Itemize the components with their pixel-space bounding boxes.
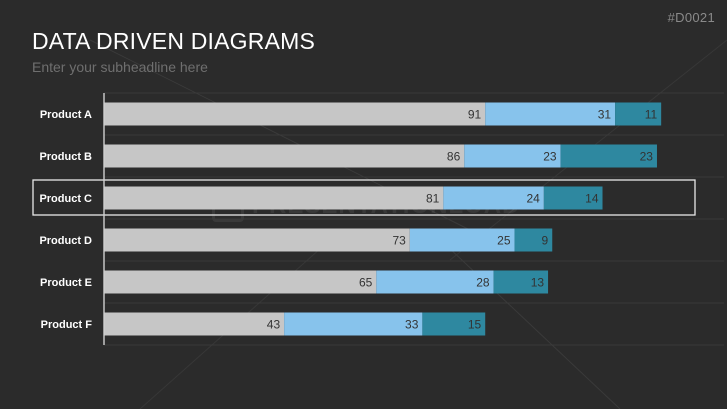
bar-segment bbox=[104, 144, 465, 168]
data-label: 91 bbox=[468, 108, 482, 122]
bar-segment bbox=[514, 228, 553, 252]
data-label: 28 bbox=[476, 276, 490, 290]
data-label: 86 bbox=[447, 150, 461, 164]
bar-segment bbox=[104, 102, 486, 126]
bar-segment bbox=[493, 270, 549, 294]
category-label: Product C bbox=[39, 193, 92, 205]
bar-segment bbox=[443, 186, 544, 210]
data-label: 73 bbox=[392, 234, 406, 248]
data-label: 11 bbox=[645, 108, 658, 122]
data-label: 25 bbox=[497, 234, 511, 248]
data-label: 43 bbox=[267, 318, 281, 332]
category-label: Product A bbox=[40, 109, 92, 121]
category-label: Product B bbox=[39, 151, 92, 163]
page-title: DATA DRIVEN DIAGRAMS bbox=[32, 28, 316, 54]
data-label: 33 bbox=[405, 318, 419, 332]
bar-segment bbox=[464, 144, 561, 168]
bar-segment bbox=[376, 270, 494, 294]
bar-segment bbox=[104, 186, 444, 210]
data-label: 9 bbox=[542, 234, 549, 248]
highlight-frame bbox=[32, 179, 696, 216]
category-label: Product E bbox=[40, 277, 92, 289]
category-label: Product D bbox=[39, 235, 92, 247]
bar-segment bbox=[104, 312, 285, 336]
bar-segment bbox=[615, 102, 662, 126]
bar-segment bbox=[543, 186, 603, 210]
data-label: 15 bbox=[468, 318, 482, 332]
data-label: 31 bbox=[598, 108, 612, 122]
bar-segment bbox=[409, 228, 515, 252]
bar-segment bbox=[104, 228, 410, 252]
data-label: 23 bbox=[640, 150, 654, 164]
slide-code: #D0021 bbox=[667, 10, 715, 25]
bar-segment bbox=[284, 312, 423, 336]
data-label: 14 bbox=[585, 192, 599, 206]
bar-segment bbox=[560, 144, 657, 168]
data-label: 23 bbox=[543, 150, 557, 164]
data-label: 81 bbox=[426, 192, 440, 206]
data-label: 24 bbox=[527, 192, 541, 206]
page-subtitle: Enter your subheadline here bbox=[32, 59, 208, 75]
bar-segment bbox=[104, 270, 377, 294]
category-label: Product F bbox=[41, 319, 93, 331]
bar-segment bbox=[485, 102, 616, 126]
data-label: 65 bbox=[359, 276, 373, 290]
data-label: 13 bbox=[531, 276, 545, 290]
bar-segment bbox=[422, 312, 486, 336]
